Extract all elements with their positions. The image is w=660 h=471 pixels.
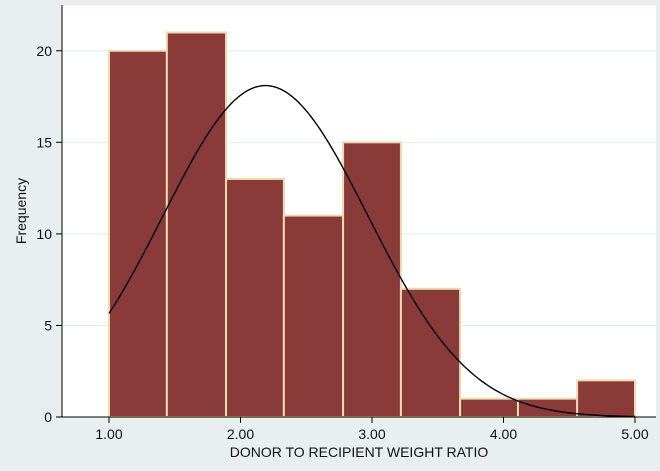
x-axis-label: DONOR TO RECIPIENT WEIGHT RATIO — [230, 444, 489, 460]
histogram-bar — [576, 379, 637, 418]
histogram-bar — [399, 287, 462, 419]
x-tick-label: 1.00 — [95, 426, 122, 442]
x-tick-label: 2.00 — [227, 426, 254, 442]
y-tick-label: 20 — [36, 43, 52, 59]
x-tick-label: 3.00 — [358, 426, 385, 442]
y-tick-label: 10 — [36, 226, 52, 242]
histogram-bar — [225, 177, 285, 418]
normal-curve — [108, 84, 636, 418]
histogram-bar — [516, 397, 579, 419]
y-tick-label: 15 — [36, 134, 52, 150]
histogram-bar — [108, 49, 168, 419]
y-tick-label: 0 — [44, 409, 52, 425]
axes: 0 5 10 15 20 1.00 2.00 3.00 4.00 5.00 — [36, 5, 656, 442]
y-axis-label: Frequency — [13, 178, 29, 244]
x-tick-label: 4.00 — [490, 426, 517, 442]
histogram-bar — [282, 214, 345, 418]
histogram-bar — [342, 141, 402, 418]
y-tick-label: 5 — [44, 317, 52, 333]
x-tick-label: 5.00 — [621, 426, 648, 442]
histogram-bar — [165, 31, 228, 418]
histogram-bar — [459, 397, 519, 419]
